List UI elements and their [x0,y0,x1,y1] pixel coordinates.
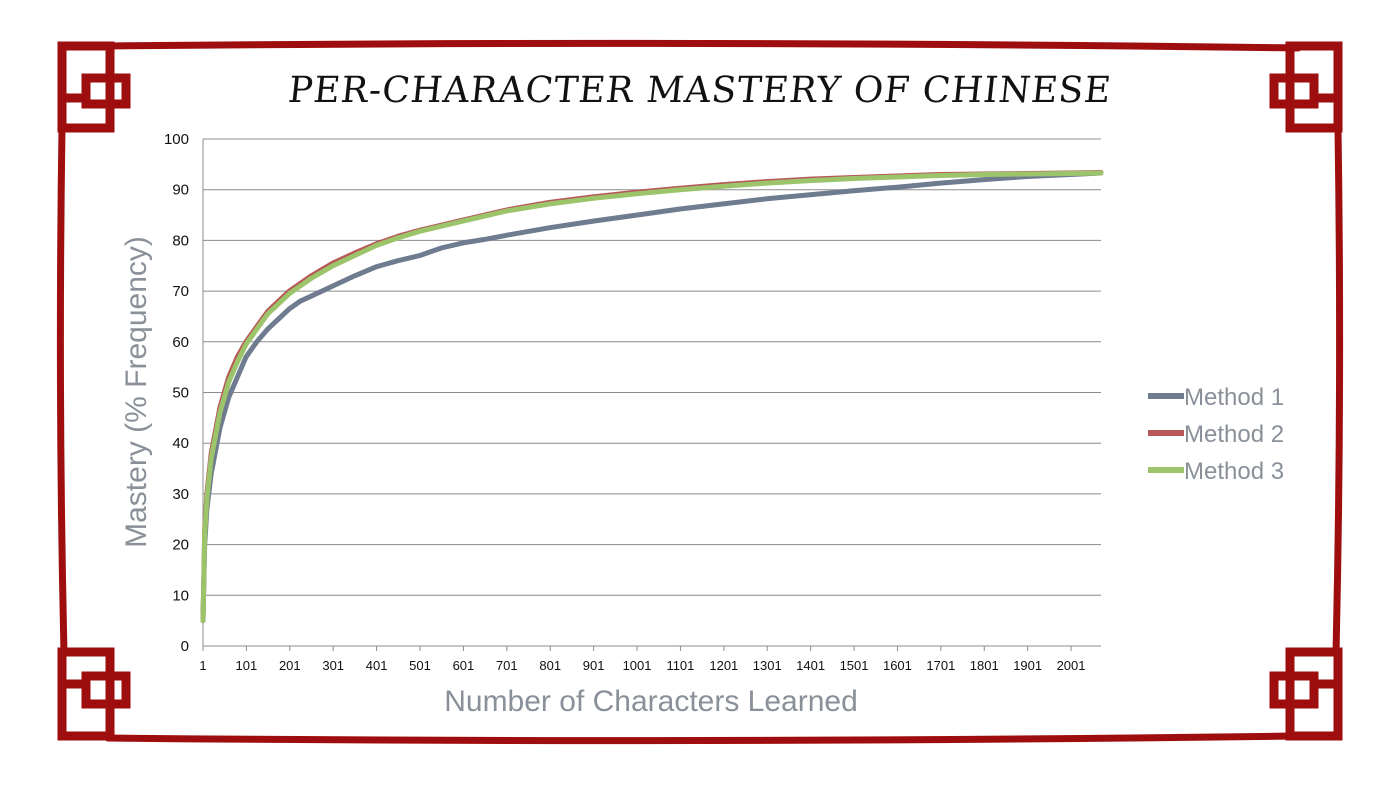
series-lines [200,170,1104,624]
x-tick-label: 1701 [926,658,955,673]
y-tick-label: 100 [164,131,189,148]
x-tick-label: 1201 [709,658,738,673]
y-tick-label: 10 [172,587,189,604]
x-tick-label: 2001 [1057,658,1086,673]
y-axis-title: Mastery (% Frequency) [120,236,153,548]
x-tick-label: 1401 [796,658,825,673]
x-tick-label: 1 [199,658,206,673]
x-tick-label: 1801 [970,658,999,673]
legend-label-method-1: Method 1 [1184,384,1284,411]
y-tick-label: 40 [172,435,189,452]
x-tick-label: 101 [236,658,258,673]
y-tick-label: 90 [172,182,189,199]
y-tick-label: 20 [172,537,189,554]
x-tick-label: 201 [279,658,301,673]
x-tick-label: 1901 [1013,658,1042,673]
x-tick-label: 701 [496,658,518,673]
y-tick-label: 0 [181,638,189,655]
x-tick-label: 401 [366,658,388,673]
x-tick-label: 1501 [840,658,869,673]
y-tick-label: 50 [172,385,189,402]
x-tick-label: 1601 [883,658,912,673]
x-tick-label: 301 [322,658,344,673]
x-tick-label: 801 [539,658,561,673]
y-tick-label: 60 [172,334,189,351]
x-tick-labels: 1 101 201 301 401 501 601 701 801 901 1001 1101 1201… [199,646,1086,673]
series-line-method-3 [200,170,1104,624]
x-tick-label: 1001 [623,658,652,673]
legend-label-method-3: Method 3 [1184,458,1284,485]
gridlines [202,138,1101,647]
legend: Method 1 Method 2 Method 3 [1148,384,1284,485]
y-tick-label: 30 [172,486,189,503]
series-line-method-1 [200,170,1104,624]
y-tick-label: 80 [172,232,189,249]
y-tick-label: 70 [172,283,189,300]
x-tick-label: 1101 [666,658,694,673]
legend-label-method-2: Method 2 [1184,421,1284,448]
x-tick-label: 501 [409,658,431,673]
y-tick-labels: 0 10 20 30 40 50 60 70 80 90 100 [164,131,189,655]
x-tick-label: 901 [583,658,605,673]
series-line-method-2 [200,170,1104,624]
x-tick-label: 1301 [753,658,782,673]
x-axis-title: Number of Characters Learned [444,685,858,718]
x-tick-label: 601 [453,658,475,673]
